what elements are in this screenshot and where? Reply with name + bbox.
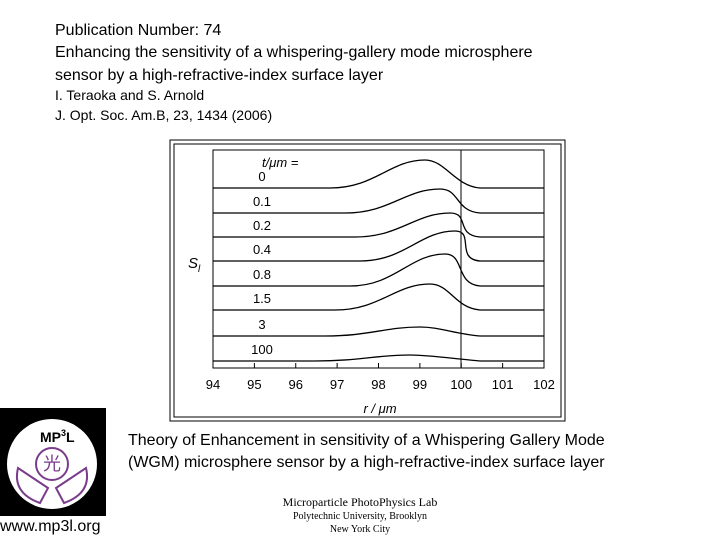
- footer-lab: Microparticle PhotoPhysics Lab: [282, 495, 438, 509]
- curve: [213, 283, 544, 311]
- x-tick-label: 97: [330, 377, 344, 392]
- caption-line: (WGM) microsphere sensor by a high-refra…: [128, 454, 605, 471]
- curve-label: 0.2: [253, 218, 271, 233]
- curve-label: 0.4: [253, 242, 271, 257]
- logo-l: L: [66, 429, 75, 445]
- caption-line: Theory of Enhancement in sensitivity of …: [128, 432, 605, 449]
- curve: [213, 230, 544, 262]
- website[interactable]: www.mp3l.org: [0, 518, 101, 535]
- logo-mp: MP: [40, 429, 61, 445]
- curve: [213, 212, 544, 238]
- x-tick-label: 100: [450, 377, 472, 392]
- x-tick-label: 102: [533, 377, 555, 392]
- x-tick-label: 98: [371, 377, 385, 392]
- x-tick-label: 99: [413, 377, 427, 392]
- x-tick-label: 96: [289, 377, 303, 392]
- curve-label: 0.8: [253, 267, 271, 282]
- curve: [213, 159, 544, 189]
- title-line: Enhancing the sensitivity of a whisperin…: [55, 44, 533, 61]
- footer-university: Polytechnic University, Brooklyn: [292, 511, 428, 522]
- curve: [213, 326, 544, 337]
- citation: J. Opt. Soc. Am.B, 23, 1434 (2006): [55, 107, 273, 123]
- curve: [213, 253, 544, 287]
- x-axis-label: r / μm: [363, 401, 396, 416]
- logo-sup: 3: [61, 428, 66, 438]
- curve-label: 100: [251, 342, 273, 357]
- footer-city: New York City: [329, 524, 391, 535]
- publication-number: Publication Number: 74: [55, 22, 222, 39]
- figure-frame-inner: [173, 143, 562, 418]
- logo: MP3L 光: [0, 408, 106, 516]
- x-tick-label: 94: [206, 377, 220, 392]
- logo-text: MP3L: [40, 428, 75, 445]
- y-label-sub: l: [198, 264, 201, 275]
- figure-frame: [169, 139, 566, 422]
- curve-label: 0.1: [253, 194, 271, 209]
- legend-title: t/μm =: [262, 155, 299, 170]
- curves: [213, 159, 544, 362]
- curve-label: 0: [258, 169, 265, 184]
- authors: I. Teraoka and S. Arnold: [55, 87, 205, 103]
- curve: [213, 354, 544, 362]
- y-axis-label: Sl: [188, 255, 201, 275]
- curve-label: 3: [258, 317, 265, 332]
- y-label-main: S: [188, 255, 198, 272]
- logo-glyph: 光: [43, 454, 61, 474]
- curve: [213, 188, 544, 214]
- x-tick-label: 95: [247, 377, 261, 392]
- x-tick-label: 101: [492, 377, 514, 392]
- curve-label: 1.5: [253, 291, 271, 306]
- title-line: sensor by a high-refractive-index surfac…: [55, 67, 384, 84]
